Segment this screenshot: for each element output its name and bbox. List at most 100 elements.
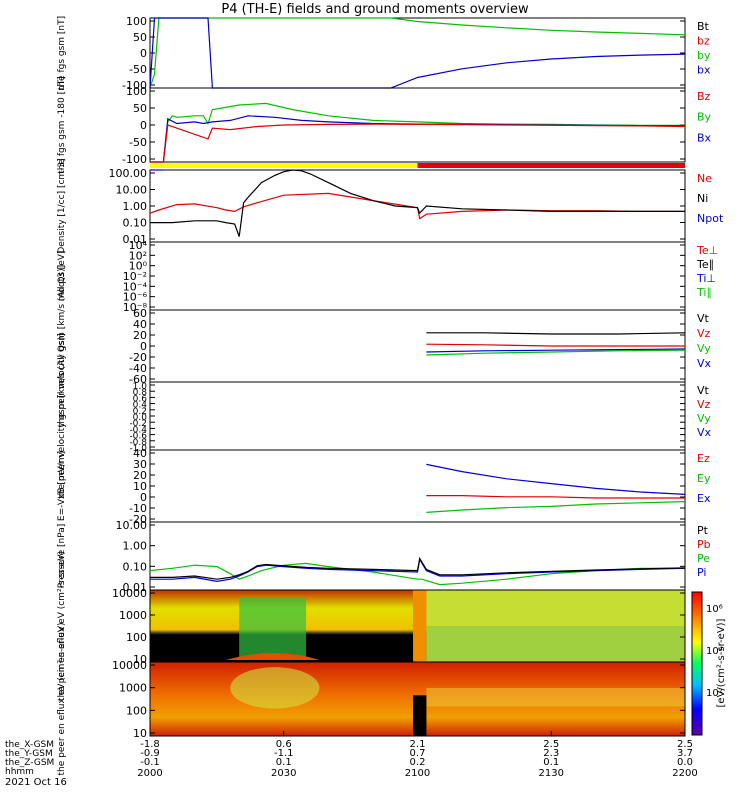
series-vy — [426, 349, 686, 356]
y-tick-label: 100 — [126, 15, 147, 28]
legend-npot: Npot — [697, 212, 724, 225]
legend-pe: Pe — [697, 552, 710, 565]
legend-ex: Ex — [697, 492, 711, 505]
y-tick-label: -20 — [129, 513, 147, 526]
y-tick-label: -50 — [129, 136, 147, 149]
panel-fgs2: 100 50 0 -50 -100 the fgs gsm -180 [nT] Bz By Bx — [57, 76, 712, 174]
series-pi — [150, 557, 686, 583]
y-axis-label: the peir velocity gsm [km/s (All Qs)] — [57, 265, 67, 427]
colorbar-label: [eV/(cm²-s-sr-eV)] — [716, 618, 727, 707]
y-tick-label: -50 — [129, 63, 147, 76]
legend-bt: Bt — [697, 20, 710, 33]
x-tick-label: -1.1 — [274, 748, 294, 759]
y-tick-label: 10000 — [112, 587, 147, 600]
x-axis-row-label: the_Z-GSM — [5, 758, 54, 768]
legend-ez: Ez — [697, 452, 710, 465]
y-tick-label: 0 — [140, 491, 147, 504]
x-tick-label: 2.5 — [677, 739, 693, 750]
y-tick-label: -0.4 — [129, 425, 147, 435]
status-bar-red — [417, 163, 685, 168]
y-tick-label: 0.6 — [133, 394, 148, 404]
y-tick-label: 0.2 — [133, 407, 147, 417]
legend-pb: Pb — [697, 538, 711, 551]
colorbar-tick-label: 10⁴ — [706, 646, 723, 657]
legend-vt: Vt — [697, 384, 710, 397]
x-axis-row-label: the_Y-GSM — [5, 749, 53, 759]
x-tick-hhmm: 2200 — [672, 768, 697, 779]
legend-bz: Bz — [697, 90, 711, 103]
x-tick-label: 0.2 — [410, 757, 426, 768]
panel-peervel: 1.00.80.60.40.20.0-0.2-0.4-0.6-0.8-1.0 th… — [57, 333, 712, 498]
series-ey — [426, 501, 686, 513]
legend-vx: Vx — [697, 426, 712, 439]
y-tick-label: 0.8 — [133, 388, 148, 398]
x-tick-label: 3.7 — [677, 748, 693, 759]
x-tick-label: 2.3 — [543, 748, 559, 759]
panel-frame — [149, 169, 686, 243]
series-bx — [149, 17, 686, 89]
x-axis-row-label: the_X-GSM — [5, 740, 54, 750]
y-tick-label: -0.2 — [129, 419, 147, 429]
y-axis-label: E=-VxB [mV/m] — [57, 451, 67, 521]
x-tick-label: -0.9 — [140, 748, 160, 759]
y-tick-label: 100 — [126, 704, 147, 717]
legend-ni: Ni — [697, 192, 708, 205]
x-tick-hhmm: 2030 — [271, 768, 296, 779]
y-tick-label: 0 — [140, 119, 147, 132]
legend-bz: bz — [697, 35, 710, 48]
x-tick-label: 0.0 — [677, 757, 693, 768]
y-tick-label: 60 — [133, 307, 147, 320]
series-pt — [150, 556, 686, 580]
spectrogram-ion-burst — [239, 598, 307, 658]
panel-frame — [149, 241, 686, 311]
spectrogram-ion-arc — [225, 653, 320, 660]
panel-frame — [149, 449, 686, 523]
x-axis-row-label: hhmm — [5, 767, 34, 777]
y-axis-label: the fgs gsm -180 [nT] — [57, 76, 67, 174]
y-tick-label: 40 — [133, 447, 147, 460]
y-tick-label: 10000 — [112, 659, 147, 672]
series-vz — [426, 343, 685, 347]
legend-te∥: Te∥ — [696, 258, 714, 271]
y-tick-label: 0.10 — [123, 217, 148, 230]
y-tick-label: -10 — [129, 502, 147, 515]
y-tick-label: 10⁻² — [123, 270, 147, 283]
series-bx — [150, 115, 686, 163]
series-vt — [426, 332, 686, 335]
spectrogram-ion-right-top — [426, 590, 685, 626]
x-tick-label: 0.7 — [410, 748, 426, 759]
status-bar-yellow — [150, 163, 418, 168]
y-tick-label: 0.0 — [133, 413, 148, 423]
legend-pi: Pi — [697, 566, 706, 579]
legend-by: by — [697, 49, 711, 62]
series-bz — [150, 123, 686, 163]
legend-pt: Pt — [697, 524, 709, 537]
legend-vt: Vt — [697, 312, 710, 325]
series-ne — [149, 192, 685, 220]
y-tick-label: 0 — [140, 340, 147, 353]
panel-density: 100.00 10.00 1.00 0.10 0.01 Density [1/cc] [c… — [57, 158, 724, 253]
x-tick-label: 2.1 — [410, 739, 426, 750]
series-ni — [150, 169, 685, 237]
x-tick-label: 0.1 — [276, 757, 292, 768]
y-axis-label: moqt3 [eV] — [57, 251, 67, 302]
y-tick-label: 10 — [133, 727, 147, 740]
y-tick-label: 10⁻⁴ — [123, 280, 148, 293]
y-tick-label: -40 — [129, 362, 147, 375]
spectrogram-electron-gap — [413, 695, 427, 736]
y-axis-label: Pressure [nPa] — [57, 524, 67, 589]
x-tick-label: -0.1 — [140, 757, 160, 768]
y-tick-label: 10 — [133, 480, 147, 493]
y-tick-label: 0 — [140, 47, 147, 60]
y-tick-label: 100 — [126, 631, 147, 644]
colorbar — [691, 591, 703, 736]
y-tick-label: -0.8 — [129, 438, 147, 448]
y-tick-label: 50 — [133, 31, 147, 44]
y-axis-label: the fgs gsm [nT] — [57, 16, 67, 90]
y-tick-label: -1.0 — [129, 444, 147, 454]
y-tick-label: 1000 — [119, 682, 147, 695]
y-tick-label: 20 — [133, 329, 147, 342]
